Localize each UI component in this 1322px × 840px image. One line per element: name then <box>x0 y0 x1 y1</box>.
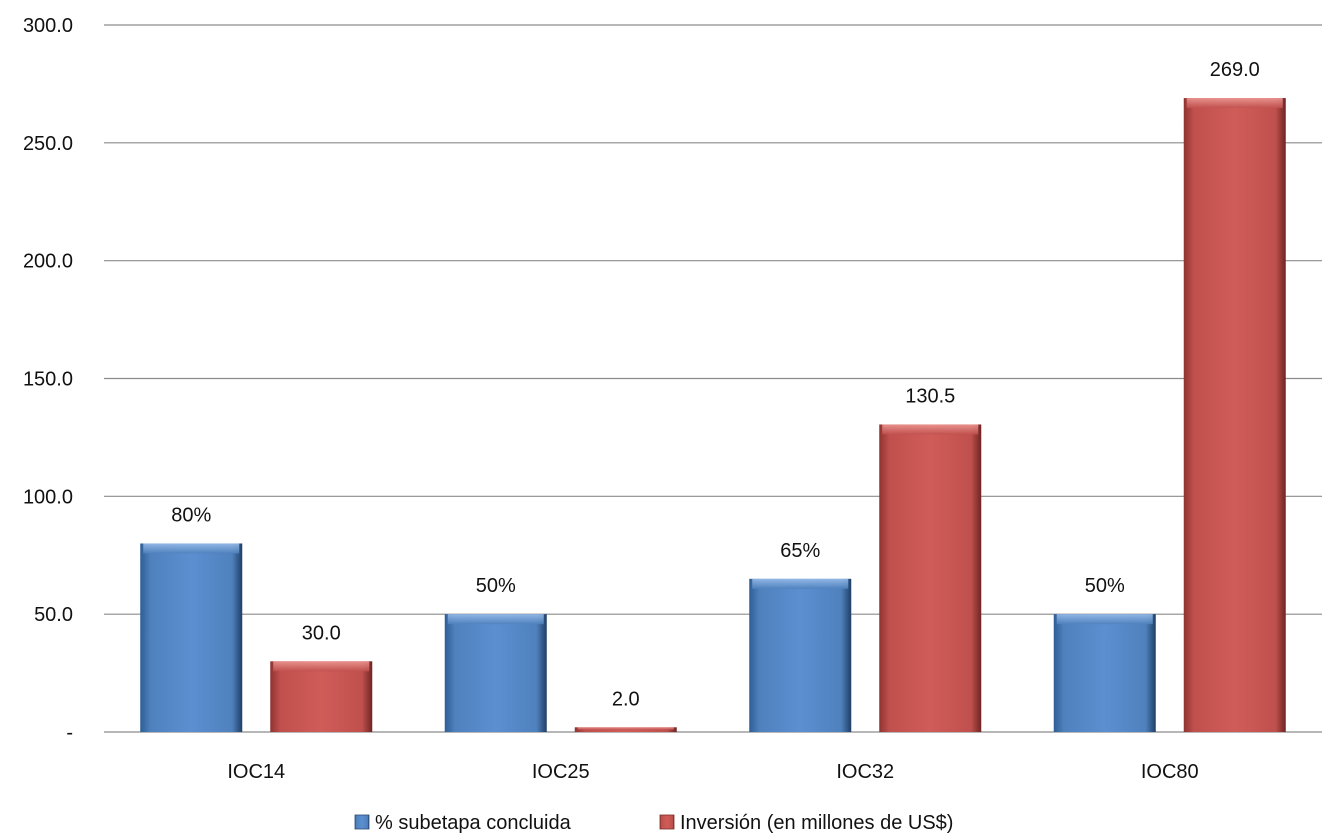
bar-body <box>1053 614 1156 732</box>
y-tick-label: 50.0 <box>34 604 73 626</box>
bar-bevel <box>752 578 849 589</box>
bar-subetapa-ioc25 <box>444 614 547 732</box>
bar-body <box>140 543 243 732</box>
bar-body <box>1183 98 1286 733</box>
bar-bevel <box>143 543 240 554</box>
y-tick-label: 200.0 <box>23 251 73 273</box>
bar-bevel <box>1186 98 1283 109</box>
bar-body <box>270 661 373 732</box>
bar-bevel <box>1056 614 1153 625</box>
bar-bevel <box>577 727 674 730</box>
x-tick-label: IOC25 <box>532 761 590 783</box>
y-tick-label: 300.0 <box>23 15 73 37</box>
data-labels: 80% 30.0 50% 2.0 65% 130.5 50% 269.0 <box>171 59 1260 710</box>
y-axis-tick-labels: - 50.0 100.0 150.0 200.0 250.0 300.0 <box>23 15 73 744</box>
legend-item-inversion: Inversión (en millones de US$) <box>659 812 953 834</box>
data-label: 2.0 <box>612 688 640 710</box>
legend: % subetapa concluida Inversión (en millon… <box>354 812 953 834</box>
y-tick-label: 250.0 <box>23 133 73 155</box>
x-tick-label: IOC32 <box>836 761 894 783</box>
legend-item-subetapa: % subetapa concluida <box>354 812 572 834</box>
data-label: 269.0 <box>1210 59 1260 81</box>
bars <box>140 98 1286 733</box>
bar-body <box>749 578 852 732</box>
data-label: 130.5 <box>905 385 955 407</box>
data-label: 50% <box>1085 575 1125 597</box>
bar-inversion-ioc25 <box>574 727 677 732</box>
x-axis-tick-labels: IOC14 IOC25 IOC32 IOC80 <box>227 761 1198 783</box>
y-tick-label: 100.0 <box>23 486 73 508</box>
data-label: 30.0 <box>302 622 341 644</box>
data-label: 50% <box>476 575 516 597</box>
legend-label: % subetapa concluida <box>375 812 572 834</box>
bar-body <box>879 424 982 732</box>
gridlines <box>104 24 1322 733</box>
y-tick-label: - <box>66 722 73 744</box>
bar-inversion-ioc14 <box>270 661 373 732</box>
bar-subetapa-ioc14 <box>140 543 243 732</box>
x-tick-label: IOC14 <box>227 761 285 783</box>
legend-label: Inversión (en millones de US$) <box>680 812 953 834</box>
legend-swatch <box>659 814 675 830</box>
bar-bevel <box>447 614 544 625</box>
y-tick-label: 150.0 <box>23 369 73 391</box>
data-label: 80% <box>171 504 211 526</box>
bar-body <box>444 614 547 732</box>
bar-subetapa-ioc32 <box>749 578 852 732</box>
bar-inversion-ioc80 <box>1183 98 1286 733</box>
bar-subetapa-ioc80 <box>1053 614 1156 732</box>
bar-bevel <box>882 424 979 435</box>
bar-bevel <box>273 661 370 672</box>
bar-inversion-ioc32 <box>879 424 982 732</box>
legend-swatch <box>354 814 370 830</box>
data-label: 65% <box>780 540 820 562</box>
x-tick-label: IOC80 <box>1141 761 1199 783</box>
